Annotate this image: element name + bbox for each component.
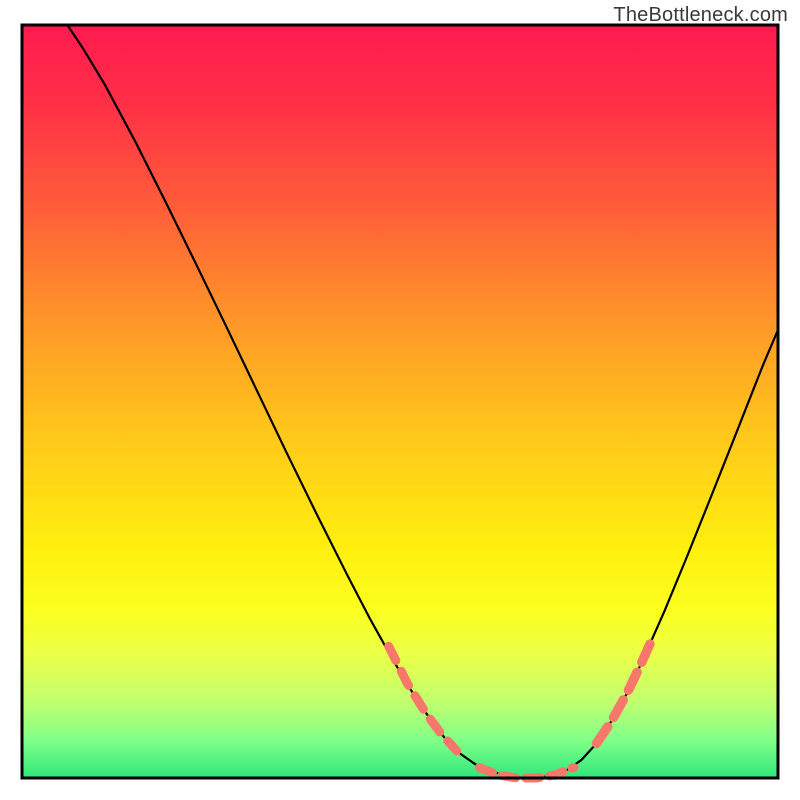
watermark-text: TheBottleneck.com [613,4,788,27]
chart-background [22,25,778,778]
bottleneck-chart [0,0,800,800]
